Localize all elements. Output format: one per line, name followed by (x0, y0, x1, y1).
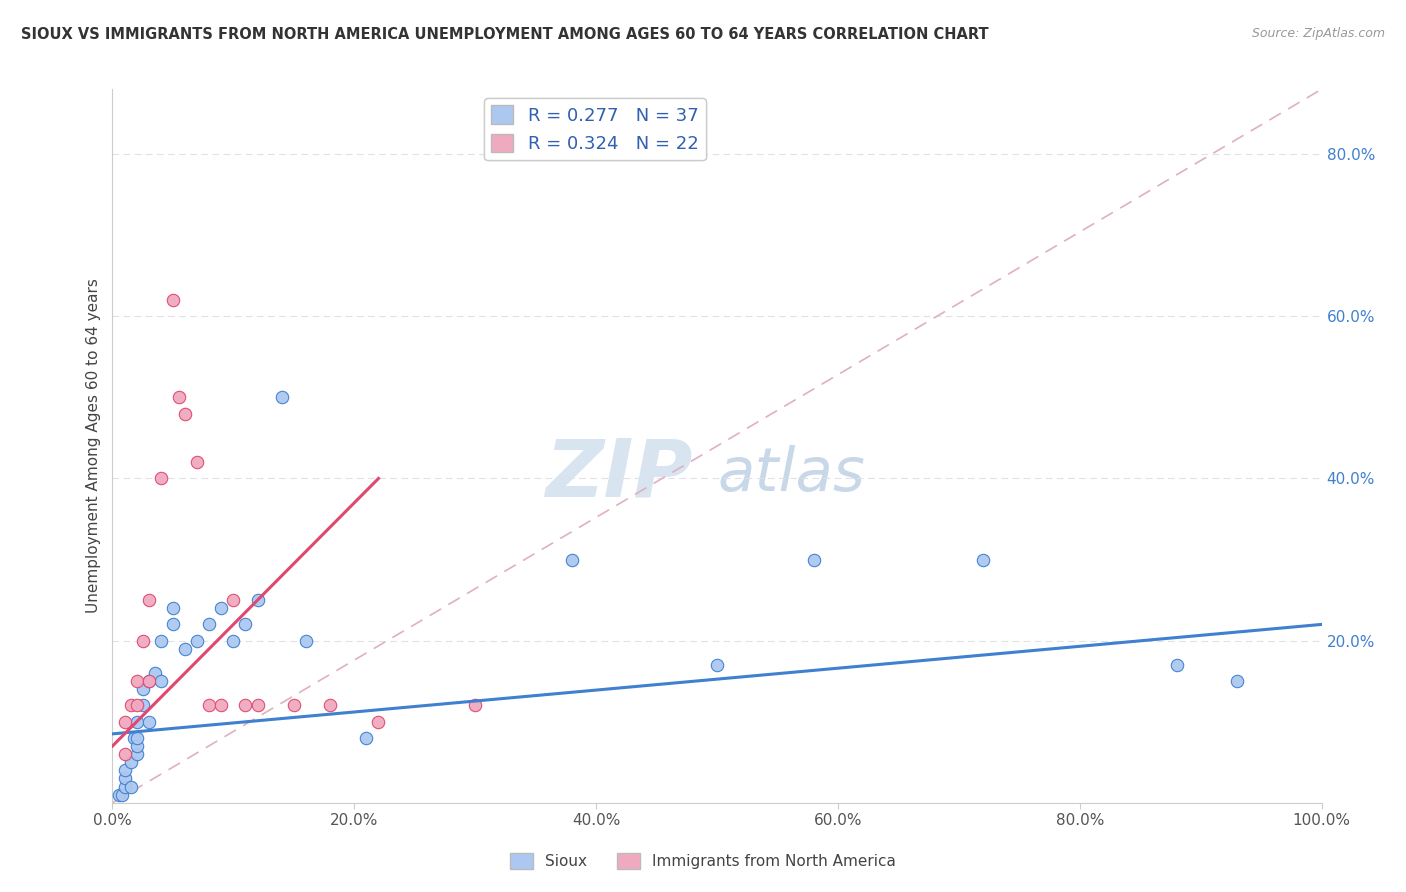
Point (125, 747, 148, 761)
Point (803, 552, 825, 566)
Point (367, 714, 389, 729)
Text: SIOUX VS IMMIGRANTS FROM NORTH AMERICA UNEMPLOYMENT AMONG AGES 60 TO 64 YEARS CO: SIOUX VS IMMIGRANTS FROM NORTH AMERICA U… (21, 27, 988, 42)
Legend: R = 0.277   N = 37, R = 0.324   N = 22: R = 0.277 N = 37, R = 0.324 N = 22 (484, 98, 706, 161)
Point (270, 390, 292, 404)
Point (125, 739, 148, 753)
Point (138, 674, 160, 689)
Point (198, 698, 221, 713)
Point (174, 407, 197, 421)
Point (132, 698, 155, 713)
Point (186, 455, 208, 469)
Point (1166, 657, 1188, 672)
Point (186, 633, 208, 648)
Point (114, 780, 136, 794)
Text: atlas: atlas (717, 445, 865, 504)
Point (125, 674, 148, 689)
Point (464, 698, 486, 713)
Point (356, 731, 378, 745)
Point (132, 633, 155, 648)
Point (222, 593, 245, 607)
Point (120, 780, 142, 794)
Point (162, 617, 184, 632)
Point (222, 633, 245, 648)
Point (120, 756, 142, 770)
Text: Source: ZipAtlas.com: Source: ZipAtlas.com (1251, 27, 1385, 40)
Point (972, 552, 994, 566)
Y-axis label: Unemployment Among Ages 60 to 64 years: Unemployment Among Ages 60 to 64 years (86, 278, 101, 614)
Point (114, 714, 136, 729)
Point (561, 552, 583, 566)
Point (125, 731, 148, 745)
Point (149, 471, 172, 485)
Legend: Sioux, Immigrants from North America: Sioux, Immigrants from North America (503, 847, 903, 875)
Point (111, 788, 134, 802)
Point (149, 674, 172, 689)
Point (114, 764, 136, 778)
Point (283, 698, 305, 713)
Point (122, 731, 145, 745)
Point (167, 390, 190, 404)
Point (162, 293, 184, 307)
Point (138, 714, 160, 729)
Point (209, 698, 232, 713)
Point (114, 747, 136, 761)
Point (246, 698, 269, 713)
Point (143, 666, 166, 681)
Point (132, 682, 155, 697)
Point (149, 633, 172, 648)
Point (319, 698, 342, 713)
Point (125, 698, 148, 713)
Point (162, 601, 184, 615)
Point (138, 593, 160, 607)
Point (246, 593, 269, 607)
Point (1226, 674, 1249, 689)
Point (174, 641, 197, 656)
Point (295, 633, 318, 648)
Point (209, 601, 232, 615)
Point (235, 617, 257, 632)
Point (138, 674, 160, 689)
Text: ZIP: ZIP (546, 435, 693, 514)
Point (120, 698, 142, 713)
Point (198, 617, 221, 632)
Point (107, 788, 129, 802)
Point (706, 657, 728, 672)
Point (114, 772, 136, 786)
Point (125, 714, 148, 729)
Point (235, 698, 257, 713)
